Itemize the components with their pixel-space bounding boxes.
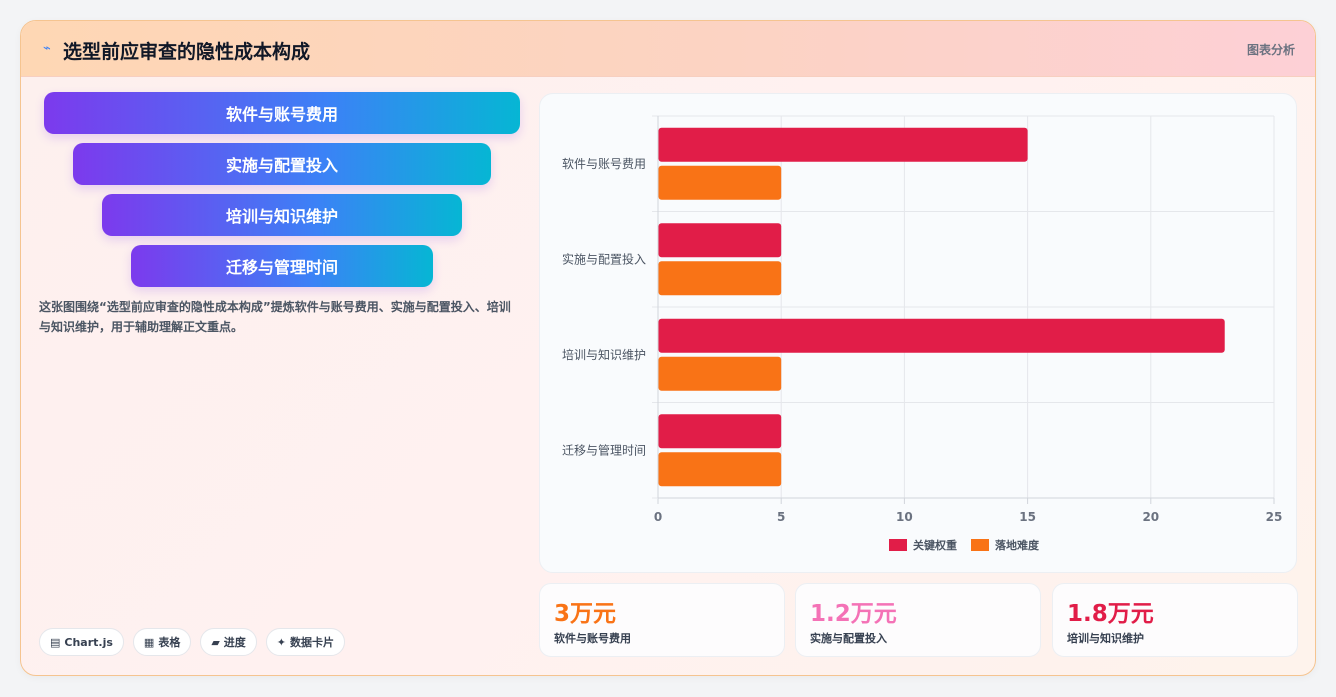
bar-1-2 — [658, 223, 782, 258]
bar-2-2 — [658, 261, 782, 296]
feature-chips: ▤ Chart.js ▦ 表格 ▰ 进度 ✦ 数据卡片 — [39, 628, 346, 656]
chart-analysis-tag: 图表分析 — [1246, 43, 1295, 57]
chip-label: 数据卡片 — [290, 636, 335, 649]
y-tick-label: 实施与配置投入 — [562, 251, 646, 266]
chart-description: 这张图围绕“选型前应审查的隐性成本构成”提炼软件与账号费用、实施与配置投入、培训… — [39, 300, 511, 334]
bar-1-3 — [658, 318, 1225, 353]
funnel-step-1: 软件与账号费用 — [44, 92, 520, 134]
x-tick-label: 5 — [777, 510, 785, 524]
funnel-step-4: 迁移与管理时间 — [131, 245, 433, 287]
main-card: ⌁ 选型前应审查的隐性成本构成 图表分析 软件与账号费用 实施与配置投入 培训与… — [20, 20, 1316, 676]
chip-progress[interactable]: ▰ 进度 — [200, 628, 257, 656]
bar-chart: 0 5 10 15 20 25 软件与账号费用实施与配置投入培训与知识维护迁移与管理时间关键… — [562, 115, 1283, 552]
stat-value: 1.8万元 — [1067, 601, 1154, 627]
stat-label: 培训与知识维护 — [1067, 632, 1144, 645]
x-tick-label: 10 — [896, 510, 913, 524]
bar-2-1 — [658, 165, 782, 200]
funnel-step-2: 实施与配置投入 — [73, 143, 491, 185]
chip-label: 表格 — [158, 636, 181, 649]
stat-value: 3万元 — [554, 601, 617, 627]
page-title: 选型前应审查的隐性成本构成 — [63, 41, 311, 63]
lightning-icon: ⌁ — [43, 41, 51, 56]
bar-2-3 — [658, 356, 782, 391]
legend-label-2: 落地难度 — [995, 538, 1040, 552]
chip-label: Chart.js — [64, 635, 113, 649]
legend-swatch-2 — [971, 539, 989, 551]
y-tick-label: 软件与账号费用 — [562, 157, 646, 171]
chip-chartjs[interactable]: ▤ Chart.js — [39, 628, 124, 656]
sparkle-icon: ✦ — [276, 635, 287, 649]
chip-table[interactable]: ▦ 表格 — [132, 628, 192, 656]
stat-card-3: 1.8万元 培训与知识维护 — [1052, 583, 1298, 657]
chart-icon: ▤ — [50, 635, 61, 649]
x-tick-label: 15 — [1019, 510, 1036, 524]
bar-1-1 — [658, 127, 1028, 162]
chip-label: 进度 — [223, 636, 246, 649]
chip-data-card[interactable]: ✦ 数据卡片 — [265, 628, 346, 656]
legend-swatch-1 — [889, 539, 907, 551]
table-icon: ▦ — [143, 635, 155, 649]
stat-label: 实施与配置投入 — [810, 632, 887, 645]
stat-card-2: 1.2万元 实施与配置投入 — [795, 583, 1041, 657]
bar-2-4 — [658, 452, 782, 487]
x-tick-label: 0 — [654, 510, 662, 524]
bar-1-4 — [658, 414, 782, 449]
legend-label-1: 关键权重 — [913, 538, 957, 552]
funnel-step-3: 培训与知识维护 — [102, 194, 462, 236]
stat-value: 1.2万元 — [810, 601, 897, 627]
chart-container: 0 5 10 15 20 25 软件与账号费用 实施与配置投入 培训与知识维护 迁移与管理时间关键… — [539, 93, 1297, 573]
card-header: ⌁ 选型前应审查的隐性成本构成 图表分析 — [21, 21, 1315, 77]
stat-card-1: 3万元 软件与账号费用 — [539, 583, 785, 657]
stat-label: 软件与账号费用 — [554, 632, 631, 645]
x-tick-label: 20 — [1142, 510, 1159, 524]
y-tick-label: 迁移与管理时间 — [562, 442, 646, 457]
progress-icon: ▰ — [211, 635, 220, 649]
y-tick-label: 培训与知识维护 — [562, 347, 646, 362]
x-tick-label: 25 — [1266, 510, 1283, 524]
